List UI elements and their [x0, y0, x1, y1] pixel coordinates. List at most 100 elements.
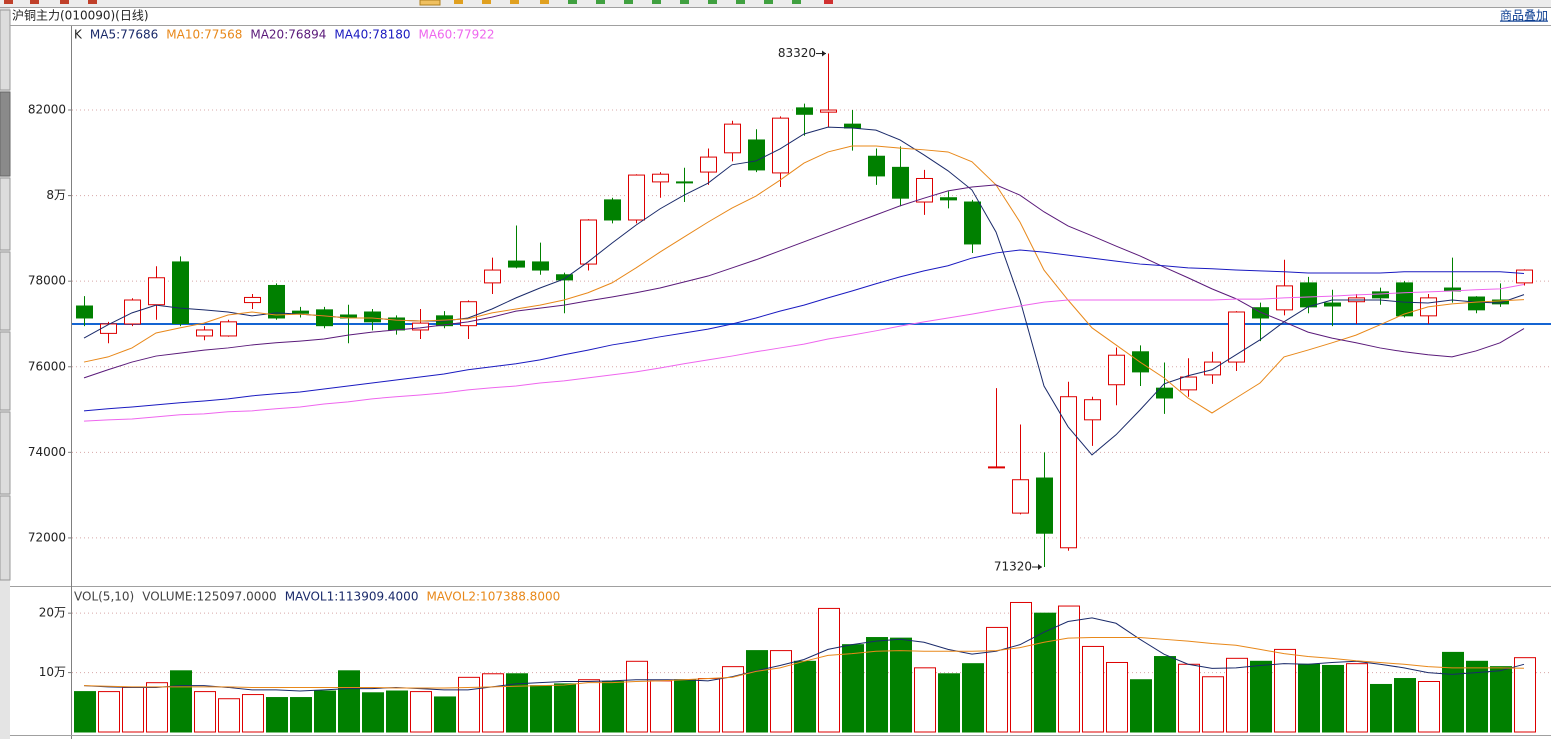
- toolbar-icons: [4, 0, 833, 6]
- candle-body: [892, 166, 909, 199]
- volume-bar: [410, 691, 432, 733]
- volume-bar: [914, 667, 936, 733]
- candle-body: [1228, 311, 1245, 363]
- tool-icon[interactable]: [454, 0, 463, 4]
- volume-bar: [1394, 678, 1416, 733]
- tool-icon[interactable]: [708, 0, 717, 4]
- tool-icon[interactable]: [510, 0, 519, 4]
- overlay-button[interactable]: 商品叠加: [1500, 8, 1548, 23]
- legend-entry: MAVOL2:107388.8000: [426, 590, 560, 604]
- candle-body: [316, 309, 333, 327]
- tool-icon[interactable]: [824, 0, 833, 4]
- candle-body: [724, 123, 741, 154]
- tool-icon[interactable]: [482, 0, 491, 4]
- volume-bar: [434, 696, 456, 733]
- candle-body: [1156, 387, 1173, 399]
- extreme-label: 83320: [778, 46, 816, 60]
- extreme-label: 71320: [994, 560, 1032, 574]
- ma-line: [83, 184, 1525, 379]
- candle-body: [1108, 354, 1125, 386]
- side-tab[interactable]: [0, 331, 11, 411]
- side-tab[interactable]: [0, 411, 11, 495]
- volume-bar: [1466, 660, 1488, 733]
- candle-body: [676, 181, 693, 184]
- candle-body: [1516, 269, 1533, 284]
- candle-body: [820, 109, 837, 113]
- volume-bar: [1106, 661, 1128, 733]
- candle-body: [1324, 302, 1341, 307]
- volume-bar: [98, 691, 120, 733]
- volume-bar: [362, 692, 384, 733]
- candle-body: [1060, 396, 1077, 549]
- volume-bar: [770, 650, 792, 733]
- candle-body: [1036, 477, 1053, 534]
- volume-bar: [1154, 656, 1176, 733]
- candle-body: [220, 321, 237, 337]
- volume-bar: [698, 678, 720, 733]
- candle-body: [628, 174, 645, 221]
- tool-icon[interactable]: [624, 0, 633, 4]
- side-tab[interactable]: [0, 251, 11, 331]
- candle-body: [1084, 399, 1101, 421]
- volume-bar: [1178, 663, 1200, 733]
- candle-body: [604, 199, 621, 221]
- volume-bar: [602, 680, 624, 733]
- volume-bar: [962, 663, 984, 733]
- legend-entry: MA5:77686: [90, 28, 158, 42]
- tool-icon[interactable]: [792, 0, 801, 4]
- y-tick-label: 20万: [39, 606, 66, 620]
- extreme-arrowhead: [1038, 564, 1042, 571]
- tool-icon[interactable]: [652, 0, 661, 4]
- candle-body: [964, 201, 981, 245]
- volume-bar: [938, 673, 960, 733]
- tool-icon[interactable]: [568, 0, 577, 4]
- candle-body: [580, 219, 597, 265]
- volume-bar: [1346, 663, 1368, 733]
- tool-icon[interactable]: [60, 0, 69, 4]
- side-tab[interactable]: [0, 177, 11, 251]
- y-tick-label: 82000: [28, 103, 66, 117]
- volume-bar: [1058, 605, 1080, 733]
- volume-bar: [746, 650, 768, 733]
- candle-body: [796, 107, 813, 115]
- y-tick-label: 76000: [28, 359, 66, 373]
- volume-bar: [1202, 676, 1224, 733]
- tool-icon[interactable]: [419, 0, 441, 6]
- volume-bar: [194, 691, 216, 733]
- side-tab[interactable]: [0, 495, 11, 581]
- tool-icon[interactable]: [680, 0, 689, 4]
- tool-icon[interactable]: [88, 0, 97, 4]
- volume-bar: [578, 679, 600, 733]
- y-tick-label: 10万: [39, 665, 66, 679]
- volume-bar: [1034, 612, 1056, 733]
- y-tick-label: 72000: [28, 530, 66, 544]
- extreme-arrowhead: [822, 50, 826, 57]
- tool-icon[interactable]: [4, 0, 13, 4]
- volume-bar: [794, 660, 816, 733]
- tool-icon[interactable]: [540, 0, 549, 4]
- volume-bar: [314, 690, 336, 733]
- candle-body: [172, 261, 189, 325]
- candle-body: [76, 305, 93, 319]
- volume-bar: [1418, 680, 1440, 733]
- tool-icon[interactable]: [596, 0, 605, 4]
- volume-bar: [1226, 657, 1248, 733]
- candle-body: [1180, 376, 1197, 391]
- tool-icon[interactable]: [764, 0, 773, 4]
- volume-bar: [386, 690, 408, 733]
- candle-body: [1396, 282, 1413, 317]
- volume-bar: [1250, 660, 1272, 733]
- volume-bar: [458, 676, 480, 733]
- side-tab[interactable]: [0, 9, 11, 91]
- y-tick-label: 74000: [28, 445, 66, 459]
- ma-line: [83, 249, 1525, 412]
- volume-bar: [1082, 645, 1104, 733]
- candle-body: [1468, 296, 1485, 311]
- tool-icon[interactable]: [30, 0, 39, 4]
- mavol-line: [83, 617, 1525, 692]
- volume-bar: [842, 644, 864, 733]
- tool-icon[interactable]: [736, 0, 745, 4]
- side-tab-active[interactable]: [0, 91, 11, 177]
